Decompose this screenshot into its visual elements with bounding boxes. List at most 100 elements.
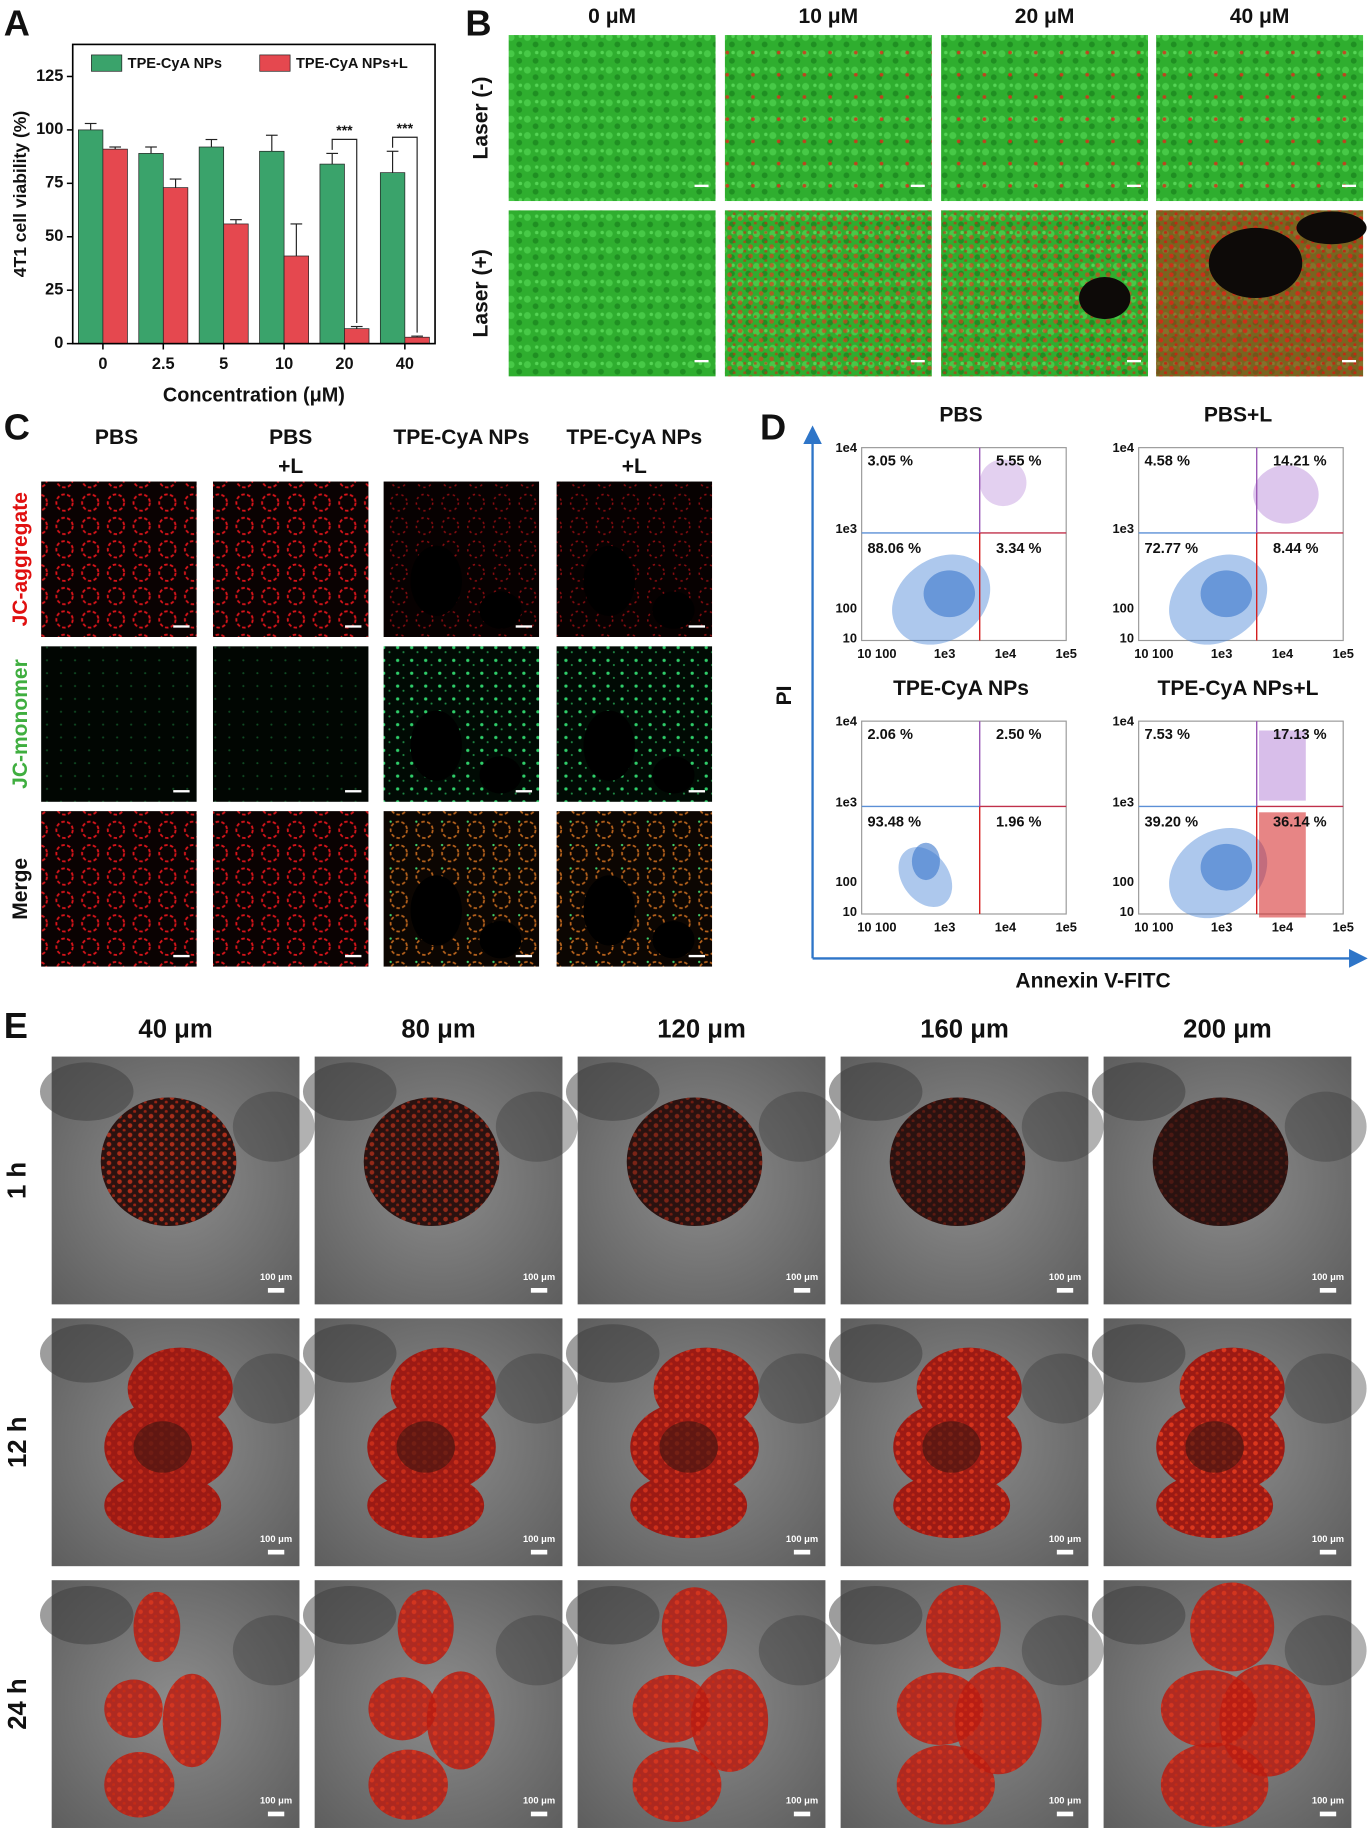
x-tick-label: 10 100 xyxy=(857,919,896,934)
microscopy-image: 100 μm xyxy=(828,1318,1104,1567)
x-tick-label: 1e5 xyxy=(1055,919,1076,934)
scale-bar xyxy=(173,790,190,793)
scale-bar xyxy=(1056,1288,1074,1293)
scale-bar xyxy=(694,184,709,188)
scale-bar-label: 100 μm xyxy=(1049,1272,1081,1282)
legend-swatch xyxy=(259,54,291,72)
microscopy-image: 100 μm xyxy=(565,1056,841,1305)
debris xyxy=(758,1615,841,1686)
y-tick-label: 1e4 xyxy=(836,714,858,729)
scale-bar xyxy=(515,954,533,958)
cell-cloud xyxy=(979,459,1027,507)
bar xyxy=(404,336,430,344)
quadrant-percent: 36.14 % xyxy=(1273,815,1327,831)
debris xyxy=(302,1586,397,1645)
quadrant-percent: 72.77 % xyxy=(1145,541,1199,557)
y-tick-label: 1e3 xyxy=(836,521,857,536)
plot-title: PBS xyxy=(939,404,982,427)
quadrant-percent: 3.05 % xyxy=(868,454,913,470)
column-title: 160 μm xyxy=(920,1016,1009,1044)
microscopy-image: 100 μm xyxy=(39,1318,315,1567)
spheroid-signal xyxy=(955,1666,1042,1775)
image-void xyxy=(583,875,635,946)
debris xyxy=(495,1353,578,1424)
x-tick-label: 1e5 xyxy=(1332,919,1353,934)
x-tick-label: 1e3 xyxy=(1211,919,1232,934)
y-axis-label: PI xyxy=(773,686,796,706)
cell-cloud xyxy=(1200,570,1253,618)
image-hole xyxy=(1296,211,1367,245)
debris xyxy=(1021,1615,1104,1686)
microscopy-image: 100 μm xyxy=(302,1056,578,1305)
image-void xyxy=(410,710,462,781)
scale-bar xyxy=(694,359,709,363)
scale-bar xyxy=(1056,1811,1074,1817)
legend-label: TPE-CyA NPs+L xyxy=(296,56,408,72)
spheroid-core xyxy=(922,1421,981,1473)
panel-label: D xyxy=(760,407,786,448)
debris xyxy=(1284,1353,1367,1424)
scale-bar xyxy=(1126,359,1141,363)
column-title: 120 μm xyxy=(657,1016,746,1044)
image-void xyxy=(652,756,695,794)
microscopy-image: 100 μm xyxy=(302,1318,578,1567)
column-title: 40 μm xyxy=(138,1016,212,1044)
scale-bar xyxy=(793,1549,811,1555)
debris xyxy=(39,1062,134,1121)
debris xyxy=(828,1324,923,1383)
quadrant-percent: 88.06 % xyxy=(868,541,922,557)
plot-frame xyxy=(861,720,1067,915)
scale-bar xyxy=(173,625,190,628)
scale-bar-label: 100 μm xyxy=(523,1272,555,1282)
y-tick-label: 10 xyxy=(1120,904,1134,919)
spheroid-signal xyxy=(104,1752,175,1818)
scale-bar xyxy=(267,1288,285,1293)
image-void xyxy=(583,710,635,781)
scale-bar xyxy=(1319,1549,1337,1555)
image-void xyxy=(652,921,695,959)
significance-bracket xyxy=(331,138,358,324)
image-red xyxy=(724,210,932,377)
debris xyxy=(39,1586,134,1645)
spheroid-signal xyxy=(162,1673,222,1768)
image-hole xyxy=(1208,227,1303,299)
x-axis-label: Concentration (μM) xyxy=(163,384,345,406)
x-tick-label: 10 100 xyxy=(1134,919,1173,934)
significance-label: *** xyxy=(397,120,414,136)
spheroid-core xyxy=(659,1421,718,1473)
y-tick-label: 1e4 xyxy=(1113,714,1135,729)
spheroid-signal xyxy=(1152,1097,1289,1227)
scale-bar-label: 100 μm xyxy=(523,1534,555,1544)
scale-bar-label: 100 μm xyxy=(1312,1272,1344,1282)
y-axis-label: 4T1 cell viability (%) xyxy=(10,111,30,277)
scale-bar xyxy=(1319,1811,1337,1817)
column-title: 20 μM xyxy=(1015,5,1075,28)
debris xyxy=(1091,1062,1186,1121)
plot-frame xyxy=(71,43,436,345)
x-tick-label: 1e3 xyxy=(1211,646,1232,661)
scale-bar xyxy=(1319,1288,1337,1293)
debris xyxy=(232,1353,315,1424)
image-void xyxy=(652,591,695,629)
microscopy-image: 100 μm xyxy=(565,1318,841,1567)
image-base xyxy=(508,210,716,377)
y-tick-label: 10 xyxy=(843,631,857,646)
row-title: 1 h xyxy=(4,1162,32,1199)
column-title: 200 μm xyxy=(1183,1016,1272,1044)
quadrant-percent: 4.58 % xyxy=(1145,454,1190,470)
scale-bar-label: 100 μm xyxy=(1312,1796,1344,1806)
scale-bar-label: 100 μm xyxy=(786,1796,818,1806)
scale-bar-label: 100 μm xyxy=(260,1534,292,1544)
spheroid-signal xyxy=(367,1472,485,1539)
scale-bar xyxy=(345,790,362,793)
bar xyxy=(78,129,104,344)
microscopy-image xyxy=(941,210,1149,377)
microscopy-image xyxy=(383,646,540,802)
x-tick-label: 1e4 xyxy=(1272,919,1294,934)
y-tick-label: 25 xyxy=(45,281,63,299)
microscopy-image: 100 μm xyxy=(302,1580,578,1828)
y-tick-label: 100 xyxy=(836,600,857,615)
scale-bar xyxy=(688,790,706,793)
image-base xyxy=(212,646,369,802)
image-void xyxy=(479,921,522,959)
